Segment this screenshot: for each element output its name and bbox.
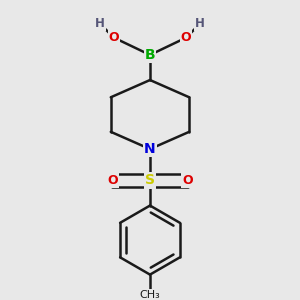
Text: CH₃: CH₃ [140, 290, 160, 300]
Text: O: O [181, 31, 191, 44]
Text: O: O [182, 174, 193, 187]
Text: O: O [107, 174, 118, 187]
Text: H: H [195, 17, 205, 30]
Text: H: H [95, 17, 105, 30]
Text: O: O [109, 31, 119, 44]
Text: B: B [145, 48, 155, 62]
Text: N: N [144, 142, 156, 156]
Text: S: S [145, 173, 155, 188]
